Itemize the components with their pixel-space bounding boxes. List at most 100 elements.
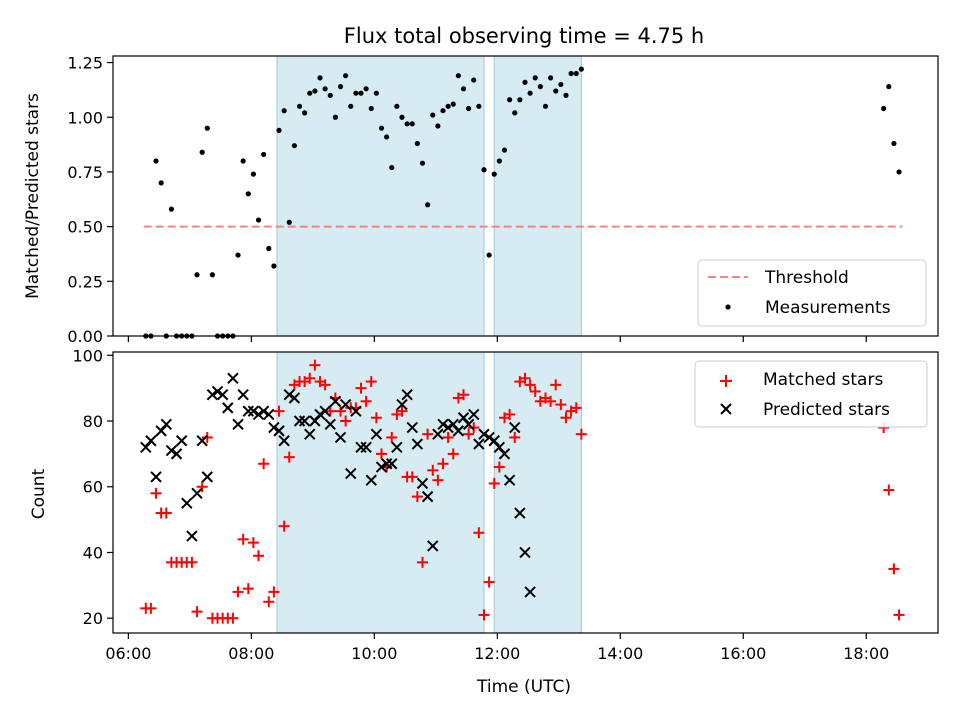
predicted-star-point <box>406 421 418 434</box>
measurement-point <box>343 73 349 79</box>
predicted-star-point <box>181 497 193 509</box>
x-axis-label: Time (UTC) <box>476 677 571 697</box>
matched-star-point <box>529 385 541 397</box>
matched-star-point <box>406 471 418 483</box>
predicted-star-point <box>329 395 342 408</box>
predicted-star-point <box>175 435 188 447</box>
x-tick-label: 12:00 <box>474 644 520 663</box>
predicted-star-point <box>416 477 429 490</box>
count-panel-ylabel: Count <box>29 468 49 519</box>
measurement-point <box>414 140 420 147</box>
matched-star-point <box>335 405 347 417</box>
predicted-star-point <box>206 389 219 401</box>
x-tick-label: 18:00 <box>843 644 889 663</box>
x-tick-label: 08:00 <box>228 644 274 663</box>
predicted-star-point <box>211 385 224 398</box>
matched-star-point <box>268 586 280 598</box>
count-ytick-label: 60 <box>83 478 103 497</box>
measurement-point <box>255 217 262 223</box>
predicted-star-point <box>427 540 439 552</box>
matched-star-point <box>519 372 531 384</box>
measurement-point <box>199 149 205 155</box>
count-ytick-label: 100 <box>72 346 103 365</box>
measurement-point <box>440 108 446 114</box>
matched-star-point <box>150 487 162 499</box>
measurement-point <box>491 171 497 177</box>
measurement-point <box>578 66 584 72</box>
observing-window-band <box>493 351 582 634</box>
matched-star-point <box>524 379 536 391</box>
measurement-point <box>168 206 175 212</box>
measurement-point <box>209 272 216 278</box>
matched-star-point <box>478 609 490 621</box>
measurement-point <box>245 191 251 197</box>
matched-star-point <box>355 382 367 394</box>
matched-star-point <box>483 576 495 588</box>
measurement-point <box>512 110 518 116</box>
matched-star-point <box>258 458 270 470</box>
count-ytick-label: 80 <box>83 412 103 431</box>
predicted-star-point <box>222 402 234 414</box>
matched-star-point <box>191 606 203 618</box>
matched-star-point <box>427 464 439 476</box>
chart-title: Flux total observing time = 4.75 h <box>344 24 704 48</box>
predicted-star-point <box>401 389 413 401</box>
predicted-star-point <box>519 546 531 559</box>
matched-star-point <box>422 428 434 440</box>
measurement-point <box>307 90 313 96</box>
matched-star-point <box>550 379 562 391</box>
measurement-point <box>517 97 523 103</box>
measurement-point <box>522 79 528 85</box>
measurement-point <box>317 75 323 81</box>
measurement-point <box>507 97 513 103</box>
matched-star-point <box>186 556 198 568</box>
measurement-point <box>271 263 277 269</box>
matched-star-point <box>457 389 469 401</box>
measurement-point <box>573 70 579 77</box>
legend-box <box>697 259 927 327</box>
predicted-star-point <box>324 418 336 431</box>
predicted-star-point <box>283 389 295 401</box>
ratio-ytick-label: 0.75 <box>67 163 103 182</box>
predicted-star-point <box>145 435 157 447</box>
predicted-star-point <box>457 412 470 424</box>
x-tick-label: 14:00 <box>597 644 643 663</box>
measurement-point <box>312 88 318 94</box>
predicted-star-point <box>252 408 265 421</box>
legend-measurements-swatch <box>725 304 731 310</box>
legend-measurements-label: Measurements <box>765 298 891 318</box>
predicted-star-point <box>304 428 316 440</box>
predicted-star-point <box>170 448 183 460</box>
measurement-point <box>337 84 344 90</box>
matched-star-point <box>509 431 521 443</box>
matched-star-point <box>575 428 587 440</box>
measurement-point <box>891 140 897 147</box>
ratio-panel-legend: Threshold Measurements <box>697 259 927 327</box>
matched-star-point <box>247 537 259 549</box>
measurement-point <box>281 108 287 114</box>
predicted-star-point <box>288 392 301 404</box>
predicted-star-point <box>524 586 536 598</box>
measurement-point <box>548 75 554 81</box>
matched-star-point <box>253 550 265 562</box>
predicted-star-point <box>216 389 229 401</box>
observing-window-band <box>276 55 485 337</box>
predicted-star-point <box>355 441 367 454</box>
predicted-star-point <box>165 444 178 457</box>
ratio-ytick-label: 0.50 <box>67 218 103 237</box>
matched-star-point <box>473 527 485 539</box>
measurement-point <box>445 103 451 109</box>
predicted-star-point <box>242 405 254 417</box>
matched-star-point <box>376 448 388 460</box>
legend-threshold-label: Threshold <box>764 268 849 288</box>
measurement-point <box>368 105 374 112</box>
matched-star-point <box>883 484 895 496</box>
measurement-point <box>240 158 246 164</box>
predicted-star-point <box>503 474 516 486</box>
measurement-point <box>466 105 472 112</box>
predicted-star-point <box>309 415 321 427</box>
matched-star-point <box>283 451 295 463</box>
predicted-star-point <box>196 435 208 447</box>
measurement-point <box>286 219 292 225</box>
